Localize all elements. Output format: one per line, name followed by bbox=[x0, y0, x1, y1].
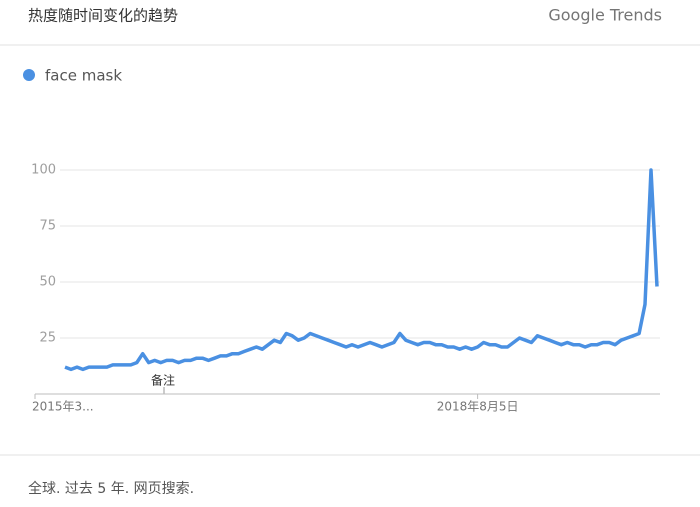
y-tick-label: 100 bbox=[31, 163, 56, 178]
y-tick-label: 75 bbox=[39, 219, 56, 234]
y-tick-label: 50 bbox=[39, 275, 56, 290]
brand: Google Trends bbox=[548, 6, 662, 25]
x-tick-label: 2015年3... bbox=[32, 400, 94, 414]
legend-label: face mask bbox=[45, 67, 122, 85]
chart-title: 热度随时间变化的趋势 bbox=[28, 7, 178, 25]
footer: 全球. 过去 5 年. 网页搜索. bbox=[28, 480, 194, 497]
y-tick-label: 25 bbox=[39, 331, 56, 346]
trend-line bbox=[64, 168, 659, 372]
legend-swatch bbox=[23, 69, 35, 81]
x-tick-label: 2018年8月5日 bbox=[437, 400, 519, 414]
annotation: 备注 bbox=[151, 373, 175, 388]
